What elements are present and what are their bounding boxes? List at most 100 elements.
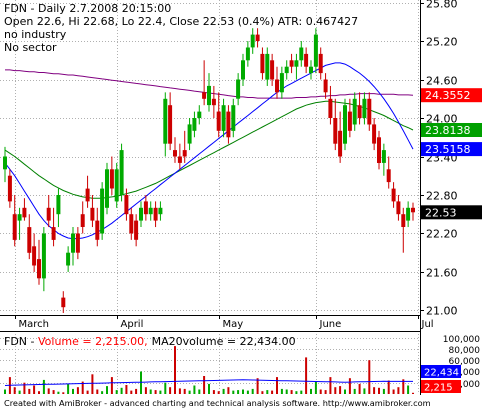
volume-bar (373, 387, 376, 394)
volume-bar (86, 390, 89, 394)
industry-label: no industry (4, 28, 67, 41)
candle-body (173, 150, 177, 157)
volume-bar (300, 390, 303, 394)
candle-body (3, 156, 7, 170)
price-value-label: 23.5158 (425, 143, 471, 156)
candle-body (46, 207, 51, 221)
price-value-label-background (421, 123, 482, 137)
volume-bar (339, 386, 342, 394)
candle-body (85, 188, 90, 202)
volume-bar (334, 387, 337, 394)
price-value-label: 22.53 (425, 206, 457, 219)
volume-bar (188, 390, 191, 394)
price-tick-label: 21.60 (426, 267, 458, 280)
candle-body (323, 79, 328, 93)
volume-value-label-background (421, 365, 461, 378)
volume-bar (62, 392, 65, 394)
candle-body (114, 169, 119, 202)
candle-body (279, 73, 284, 93)
candle-body (187, 124, 192, 144)
candle-body (109, 169, 114, 189)
volume-bar (18, 390, 21, 394)
volume-bar (358, 383, 361, 394)
candle-body (396, 201, 401, 215)
candle-body (357, 105, 362, 118)
candle-body (294, 60, 299, 67)
candle-body (51, 227, 56, 240)
volume-bar (23, 382, 26, 394)
volume-bar (363, 388, 366, 394)
time-tick-label: March (19, 319, 49, 330)
volume-bar (246, 390, 249, 394)
volume-bar (256, 378, 259, 394)
candle-body (163, 98, 168, 144)
time-tick-label: Jul (421, 319, 434, 330)
volume-bar (67, 383, 70, 394)
candle-body (411, 207, 415, 213)
candle-body (100, 188, 105, 234)
price-tick-label: 22.80 (426, 190, 458, 203)
volume-bar (382, 388, 385, 394)
candle-body (211, 98, 216, 106)
volume-bar (285, 389, 288, 394)
volume-header-prefix: FDN - (4, 335, 38, 348)
candle-body (265, 53, 270, 80)
axis-labels: 21.0021.6022.2022.8023.4024.0024.6025.20… (15, 0, 481, 390)
volume-bar (237, 390, 240, 394)
volume-bar (407, 385, 410, 394)
candle-body (66, 252, 71, 266)
volume-bar (251, 388, 254, 394)
volume-bar (212, 390, 215, 394)
candle-body (362, 98, 367, 118)
volume-bar (135, 388, 138, 394)
price-tick-label: 24.60 (426, 75, 458, 88)
volume-bar (169, 387, 172, 394)
volume-value-label-background (421, 380, 461, 393)
candle-body (124, 195, 129, 215)
volume-bars (4, 346, 414, 394)
price-value-label-background (421, 142, 482, 157)
candle-body (148, 207, 153, 215)
candle-body (75, 233, 80, 253)
candle-body (61, 297, 66, 308)
volume-bar (33, 385, 36, 394)
candle-body (231, 105, 236, 131)
volume-bar (174, 346, 176, 394)
volume-bar (193, 385, 196, 394)
volume-tick-label: 20,000 (449, 380, 481, 390)
volume-bar (402, 379, 405, 394)
candle-body (153, 207, 158, 221)
candle-body (7, 175, 12, 202)
time-tick-label: April (121, 319, 144, 330)
volume-ma20-line (4, 379, 413, 386)
candle-body (41, 233, 46, 279)
candle-body (313, 34, 318, 67)
candle-body (139, 207, 143, 221)
volume-value-label: 22,434 (424, 368, 459, 379)
price-tick-label: 21.00 (426, 305, 458, 318)
candle-body (12, 214, 17, 240)
price-tick-label: 25.80 (426, 0, 458, 11)
candle-body (381, 150, 386, 163)
price-value-label-background (421, 88, 482, 103)
time-tick-label: May (223, 319, 244, 330)
candle-body (391, 188, 396, 202)
candle-body (347, 111, 352, 131)
volume-bar (154, 390, 157, 394)
candle-body (275, 79, 279, 93)
volume-bar (57, 391, 60, 394)
candles (3, 28, 415, 313)
candle-body (158, 207, 163, 215)
candle-body (207, 85, 211, 106)
candle-body (226, 111, 231, 138)
candle-body (289, 60, 294, 67)
volume-bar (412, 392, 414, 394)
volume-bar (42, 379, 45, 394)
volume-bar (310, 388, 312, 394)
volume-bar (52, 390, 55, 394)
volume-bar (344, 389, 346, 394)
volume-bar (120, 387, 123, 394)
volume-bar (392, 389, 395, 394)
candle-body (192, 118, 197, 131)
